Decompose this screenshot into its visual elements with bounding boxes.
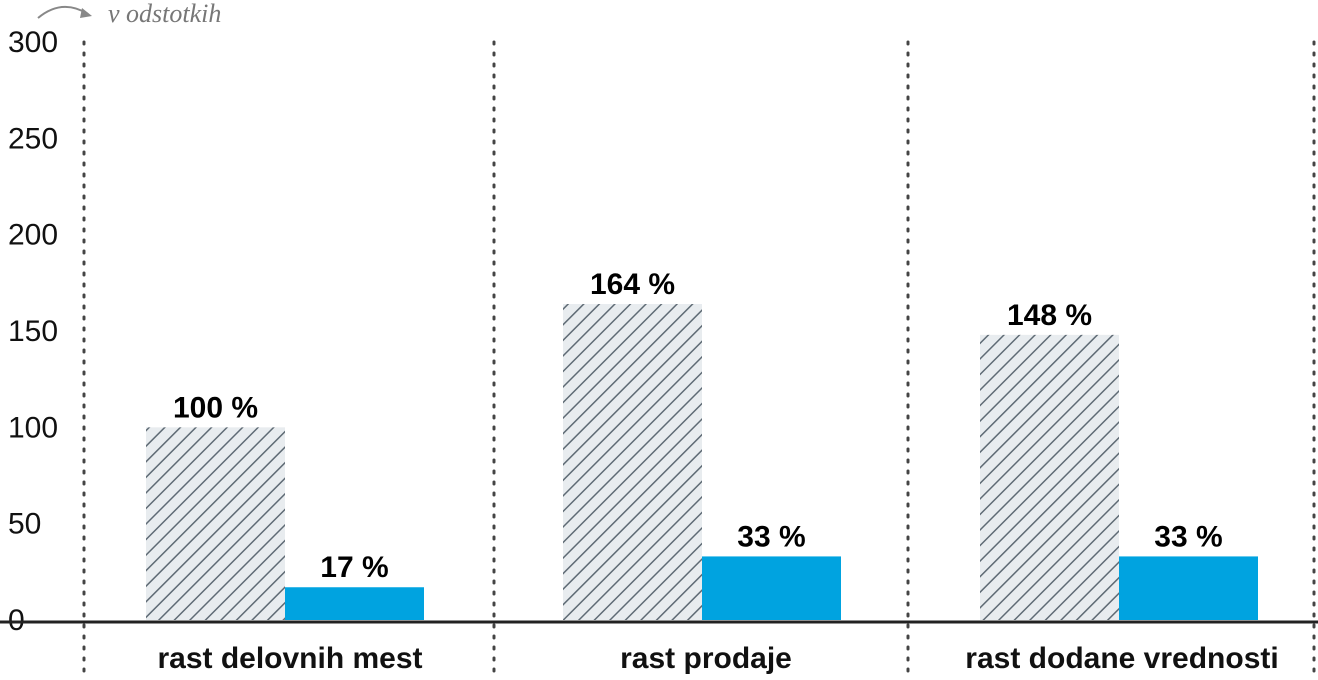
data-label-0-1: 164 %: [590, 268, 675, 301]
data-label-0-0: 100 %: [173, 391, 258, 424]
data-label-1-2: 33 %: [1154, 520, 1222, 553]
y-tick-label-1: 50: [8, 508, 41, 541]
bar-0-0: [146, 427, 285, 620]
bar-1-1: [702, 556, 841, 620]
y-tick-label-4: 200: [8, 219, 58, 252]
y-tick-label-6: 300: [8, 26, 58, 59]
arrow-head-icon: [80, 8, 92, 18]
category-label-0: rast delovnih mest: [157, 642, 422, 675]
bars: [146, 304, 1258, 620]
bar-0-2: [980, 334, 1119, 620]
bar-1-0: [285, 587, 424, 620]
category-label-2: rast dodane vrednosti: [965, 642, 1278, 675]
unit-note: v odstotkih: [108, 0, 221, 28]
data-label-1-1: 33 %: [737, 520, 805, 553]
category-labels: rast delovnih mest rast prodaje rast dodan…: [157, 642, 1278, 675]
data-labels: 100 % 17 % 164 % 33 % 148 % 33 %: [173, 268, 1223, 584]
y-tick-label-5: 250: [8, 122, 58, 155]
bar-0-1: [563, 304, 702, 620]
data-label-0-2: 148 %: [1007, 299, 1092, 332]
y-tick-label-3: 150: [8, 315, 58, 348]
y-axis-ticks: 050100150200250300: [8, 26, 58, 637]
bar-1-2: [1119, 556, 1258, 620]
y-tick-label-2: 100: [8, 411, 58, 444]
separator-lines: [82, 40, 1316, 680]
category-label-1: rast prodaje: [620, 642, 792, 675]
data-label-1-0: 17 %: [320, 551, 388, 584]
